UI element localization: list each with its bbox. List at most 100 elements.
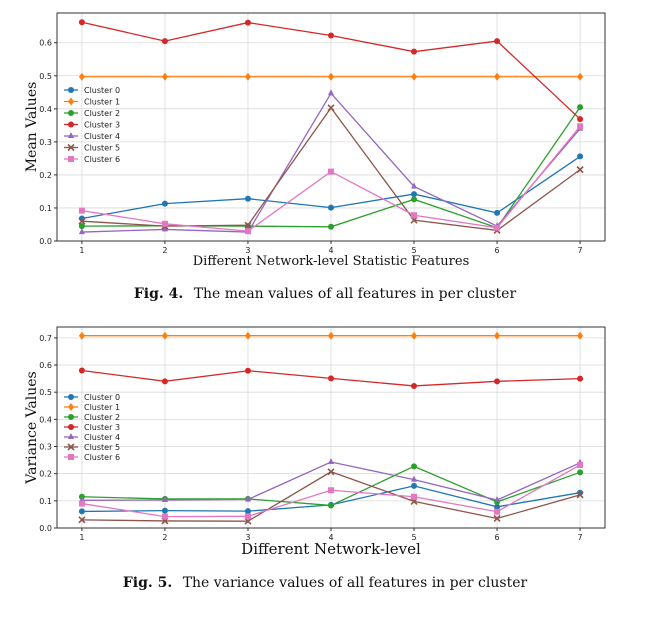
- fig5-x-tick-label: 3: [245, 533, 250, 542]
- fig4-data-point: [577, 123, 584, 130]
- fig5-legend-marker: [68, 414, 74, 420]
- fig5-data-point: [78, 516, 86, 524]
- fig5-data-point: [161, 378, 168, 385]
- fig5-data-point: [244, 331, 251, 340]
- fig4-data-point: [411, 182, 418, 189]
- fig4-data-point: [328, 32, 334, 39]
- fig4-data-point: [411, 191, 418, 198]
- fig5-data-point: [244, 495, 251, 502]
- fig5-legend-label: Cluster 1: [84, 403, 120, 412]
- fig4-data-point: [411, 72, 418, 81]
- fig4-data-point: [161, 200, 168, 207]
- fig5-legend-marker: [68, 454, 74, 460]
- fig4-x-tick-label: 3: [245, 246, 250, 255]
- fig4-legend-label: Cluster 0: [84, 86, 120, 95]
- fig5-data-point: [161, 513, 168, 520]
- fig5-data-point: [494, 331, 501, 340]
- figure-5-number: Fig. 5.: [122, 575, 173, 591]
- fig4-y-tick-label: 0.1: [39, 204, 52, 213]
- fig5-legend-label: Cluster 3: [84, 423, 120, 432]
- fig4-data-point: [244, 221, 252, 229]
- fig5-data-point: [244, 513, 251, 520]
- fig5-x-axis-label: Different Network-level: [241, 540, 421, 558]
- fig4-legend-marker: [68, 87, 74, 93]
- fig4-data-point: [494, 72, 501, 81]
- fig4-data-point: [78, 19, 85, 26]
- fig5-data-point: [161, 507, 168, 514]
- fig4-data-point: [328, 72, 334, 81]
- fig4-data-point: [78, 228, 85, 235]
- fig4-data-point: [577, 104, 584, 111]
- fig4-x-tick-label: 6: [495, 246, 500, 255]
- fig4-y-tick-label: 0.0: [39, 237, 52, 246]
- fig5-series-5: [78, 468, 584, 525]
- fig4-legend-marker: [67, 143, 75, 152]
- fig4-y-tick-label: 0.2: [39, 171, 52, 180]
- fig4-data-point: [328, 204, 334, 211]
- fig5-data-point: [78, 331, 85, 340]
- fig5-legend-marker: [68, 403, 74, 411]
- fig5-data-point: [494, 496, 501, 503]
- fig4-data-point: [411, 196, 418, 203]
- fig5-data-point: [328, 331, 334, 340]
- figure-4-text: The mean values of all features in per c…: [193, 286, 517, 302]
- fig4-data-point: [78, 72, 85, 81]
- fig4-y-tick-label: 0.5: [39, 72, 52, 81]
- fig4-legend-marker: [68, 97, 74, 106]
- fig4-data-point: [244, 195, 251, 202]
- fig5-data-point: [78, 500, 85, 507]
- fig5-data-point: [244, 508, 251, 515]
- fig5-legend-marker: [67, 443, 75, 451]
- fig4-y-axis-label: Mean Values: [24, 82, 40, 173]
- fig4-data-point: [576, 166, 584, 174]
- figure-4-number: Fig. 4.: [133, 286, 184, 302]
- fig4-series-3: [78, 19, 584, 123]
- fig5-y-tick-label: 0.0: [39, 524, 52, 533]
- fig5-series-1: [78, 331, 584, 340]
- fig4-data-point: [161, 220, 168, 227]
- fig4-data-point: [244, 19, 251, 26]
- fig4-legend-marker: [68, 156, 74, 162]
- fig5-legend-label: Cluster 0: [84, 393, 120, 402]
- fig5-data-point: [411, 482, 418, 489]
- fig5-legend-label: Cluster 6: [84, 453, 120, 462]
- fig5-data-point: [161, 496, 168, 503]
- fig4-legend-marker: [68, 121, 74, 128]
- fig5-data-point: [411, 463, 418, 470]
- fig4-legend-label: Cluster 6: [84, 155, 120, 164]
- fig5-legend-label: Cluster 4: [84, 433, 120, 442]
- fig5-y-tick-label: 0.5: [39, 388, 52, 397]
- fig5-y-tick-label: 0.1: [39, 497, 52, 506]
- fig4-data-point: [577, 116, 584, 123]
- fig4-data-point: [411, 212, 418, 219]
- fig5-data-point: [328, 457, 334, 464]
- fig5-x-tick-label: 7: [578, 533, 583, 542]
- fig5-x-tick-label: 1: [79, 533, 84, 542]
- figure-4-caption: Fig. 4. The mean values of all features …: [0, 286, 650, 302]
- fig4-data-point: [78, 207, 85, 214]
- fig5-x-tick-label: 5: [411, 533, 416, 542]
- fig5-data-point: [78, 367, 85, 374]
- fig4-data-point: [328, 168, 334, 175]
- fig5-data-point: [411, 331, 418, 340]
- fig5-y-tick-label: 0.6: [39, 361, 52, 370]
- fig4-y-tick-label: 0.3: [39, 138, 52, 147]
- fig5-x-tick-label: 4: [328, 533, 333, 542]
- fig5-data-point: [577, 461, 584, 468]
- fig4-data-point: [161, 38, 168, 45]
- fig4-legend-label: Cluster 5: [84, 144, 120, 153]
- fig5-data-point: [411, 382, 418, 389]
- fig5-data-point: [494, 503, 501, 510]
- fig4-data-point: [161, 225, 168, 232]
- fig5-data-point: [328, 487, 334, 494]
- fig5-x-tick-label: 2: [162, 533, 167, 542]
- fig5-data-point: [494, 378, 501, 385]
- fig4-x-axis-label: Different Network-level Statistic Featur…: [193, 254, 470, 269]
- fig5-legend-marker: [68, 424, 74, 430]
- fig4-y-tick-label: 0.4: [39, 105, 52, 114]
- fig5-legend-marker: [68, 394, 74, 400]
- fig5-legend-label: Cluster 2: [84, 413, 120, 422]
- fig4-y-tick-label: 0.6: [39, 39, 52, 48]
